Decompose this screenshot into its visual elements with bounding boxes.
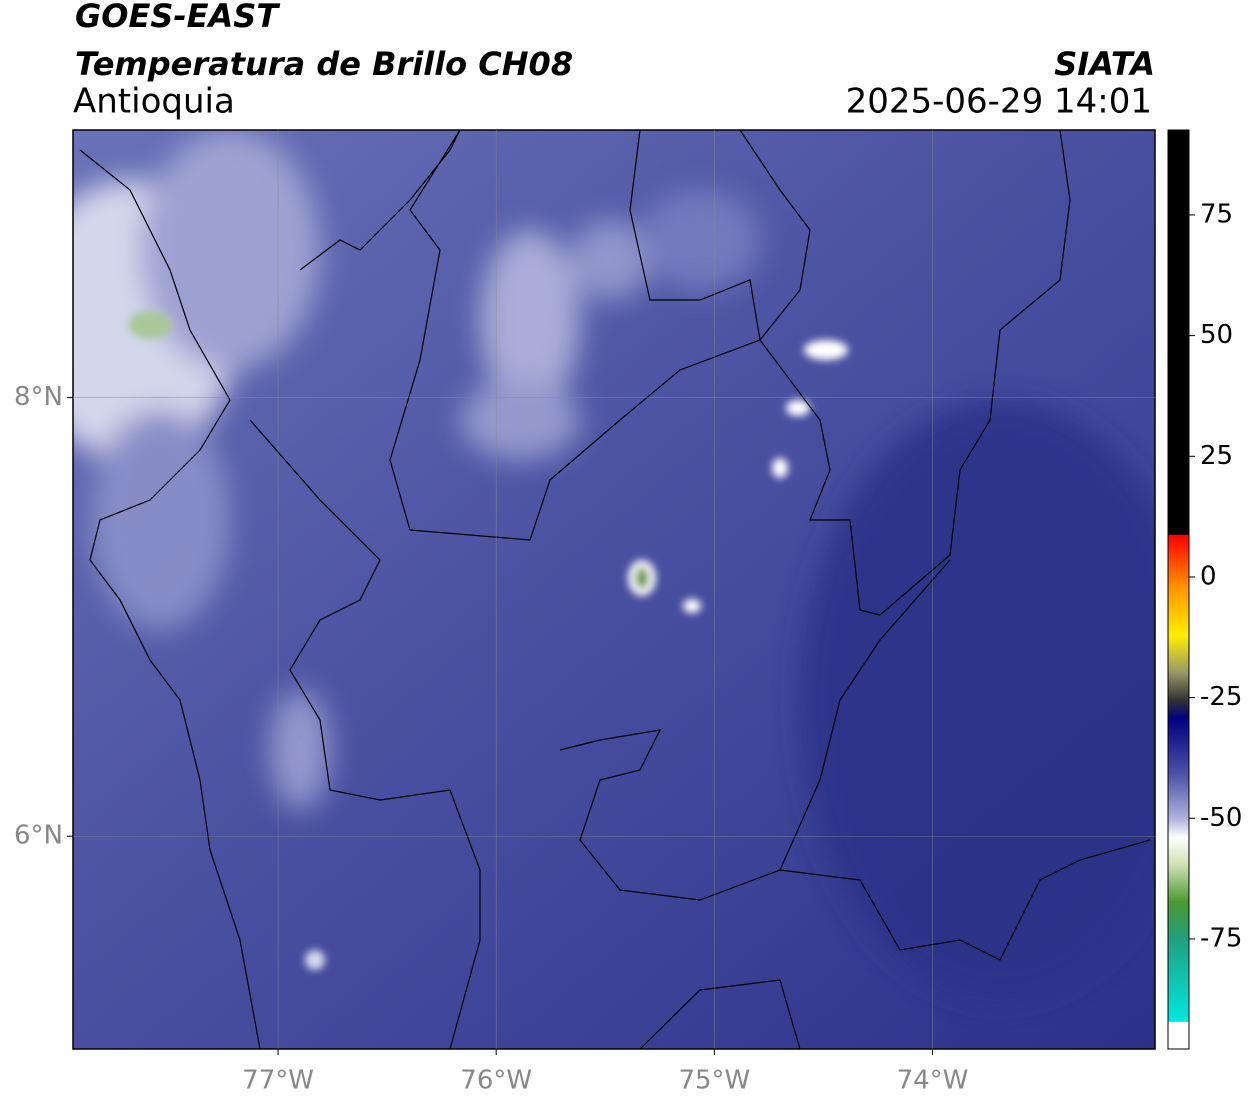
colorbar-tick-label: 0 [1200, 561, 1217, 591]
region: Antioquia [73, 82, 235, 122]
y-tick-label: 6°N [14, 821, 63, 851]
x-tick-label: 77°W [242, 1066, 314, 1096]
x-tick-label: 76°W [460, 1066, 532, 1096]
y-tick-label: 8°N [14, 382, 63, 412]
map-frame [72, 129, 1156, 1050]
datetime: 2025-06-29 14:01 [846, 82, 1152, 122]
colorbar-tick-label: -50 [1200, 803, 1242, 833]
source: SIATA [1054, 45, 1155, 83]
colorbar-tick-label: 75 [1200, 199, 1233, 229]
subtitle: Temperatura de Brillo CH08 [75, 45, 573, 83]
colorbar-tick-label: -25 [1200, 682, 1242, 712]
x-tick-label: 75°W [678, 1066, 750, 1096]
colorbar [1167, 129, 1190, 1050]
title: GOES-EAST [75, 0, 280, 35]
colorbar-tick-label: 50 [1200, 320, 1233, 350]
colorbar-tick-label: 25 [1200, 441, 1233, 471]
map-image [73, 130, 1155, 1049]
x-tick-label: 74°W [897, 1066, 969, 1096]
colorbar-tick-label: -75 [1200, 923, 1242, 953]
